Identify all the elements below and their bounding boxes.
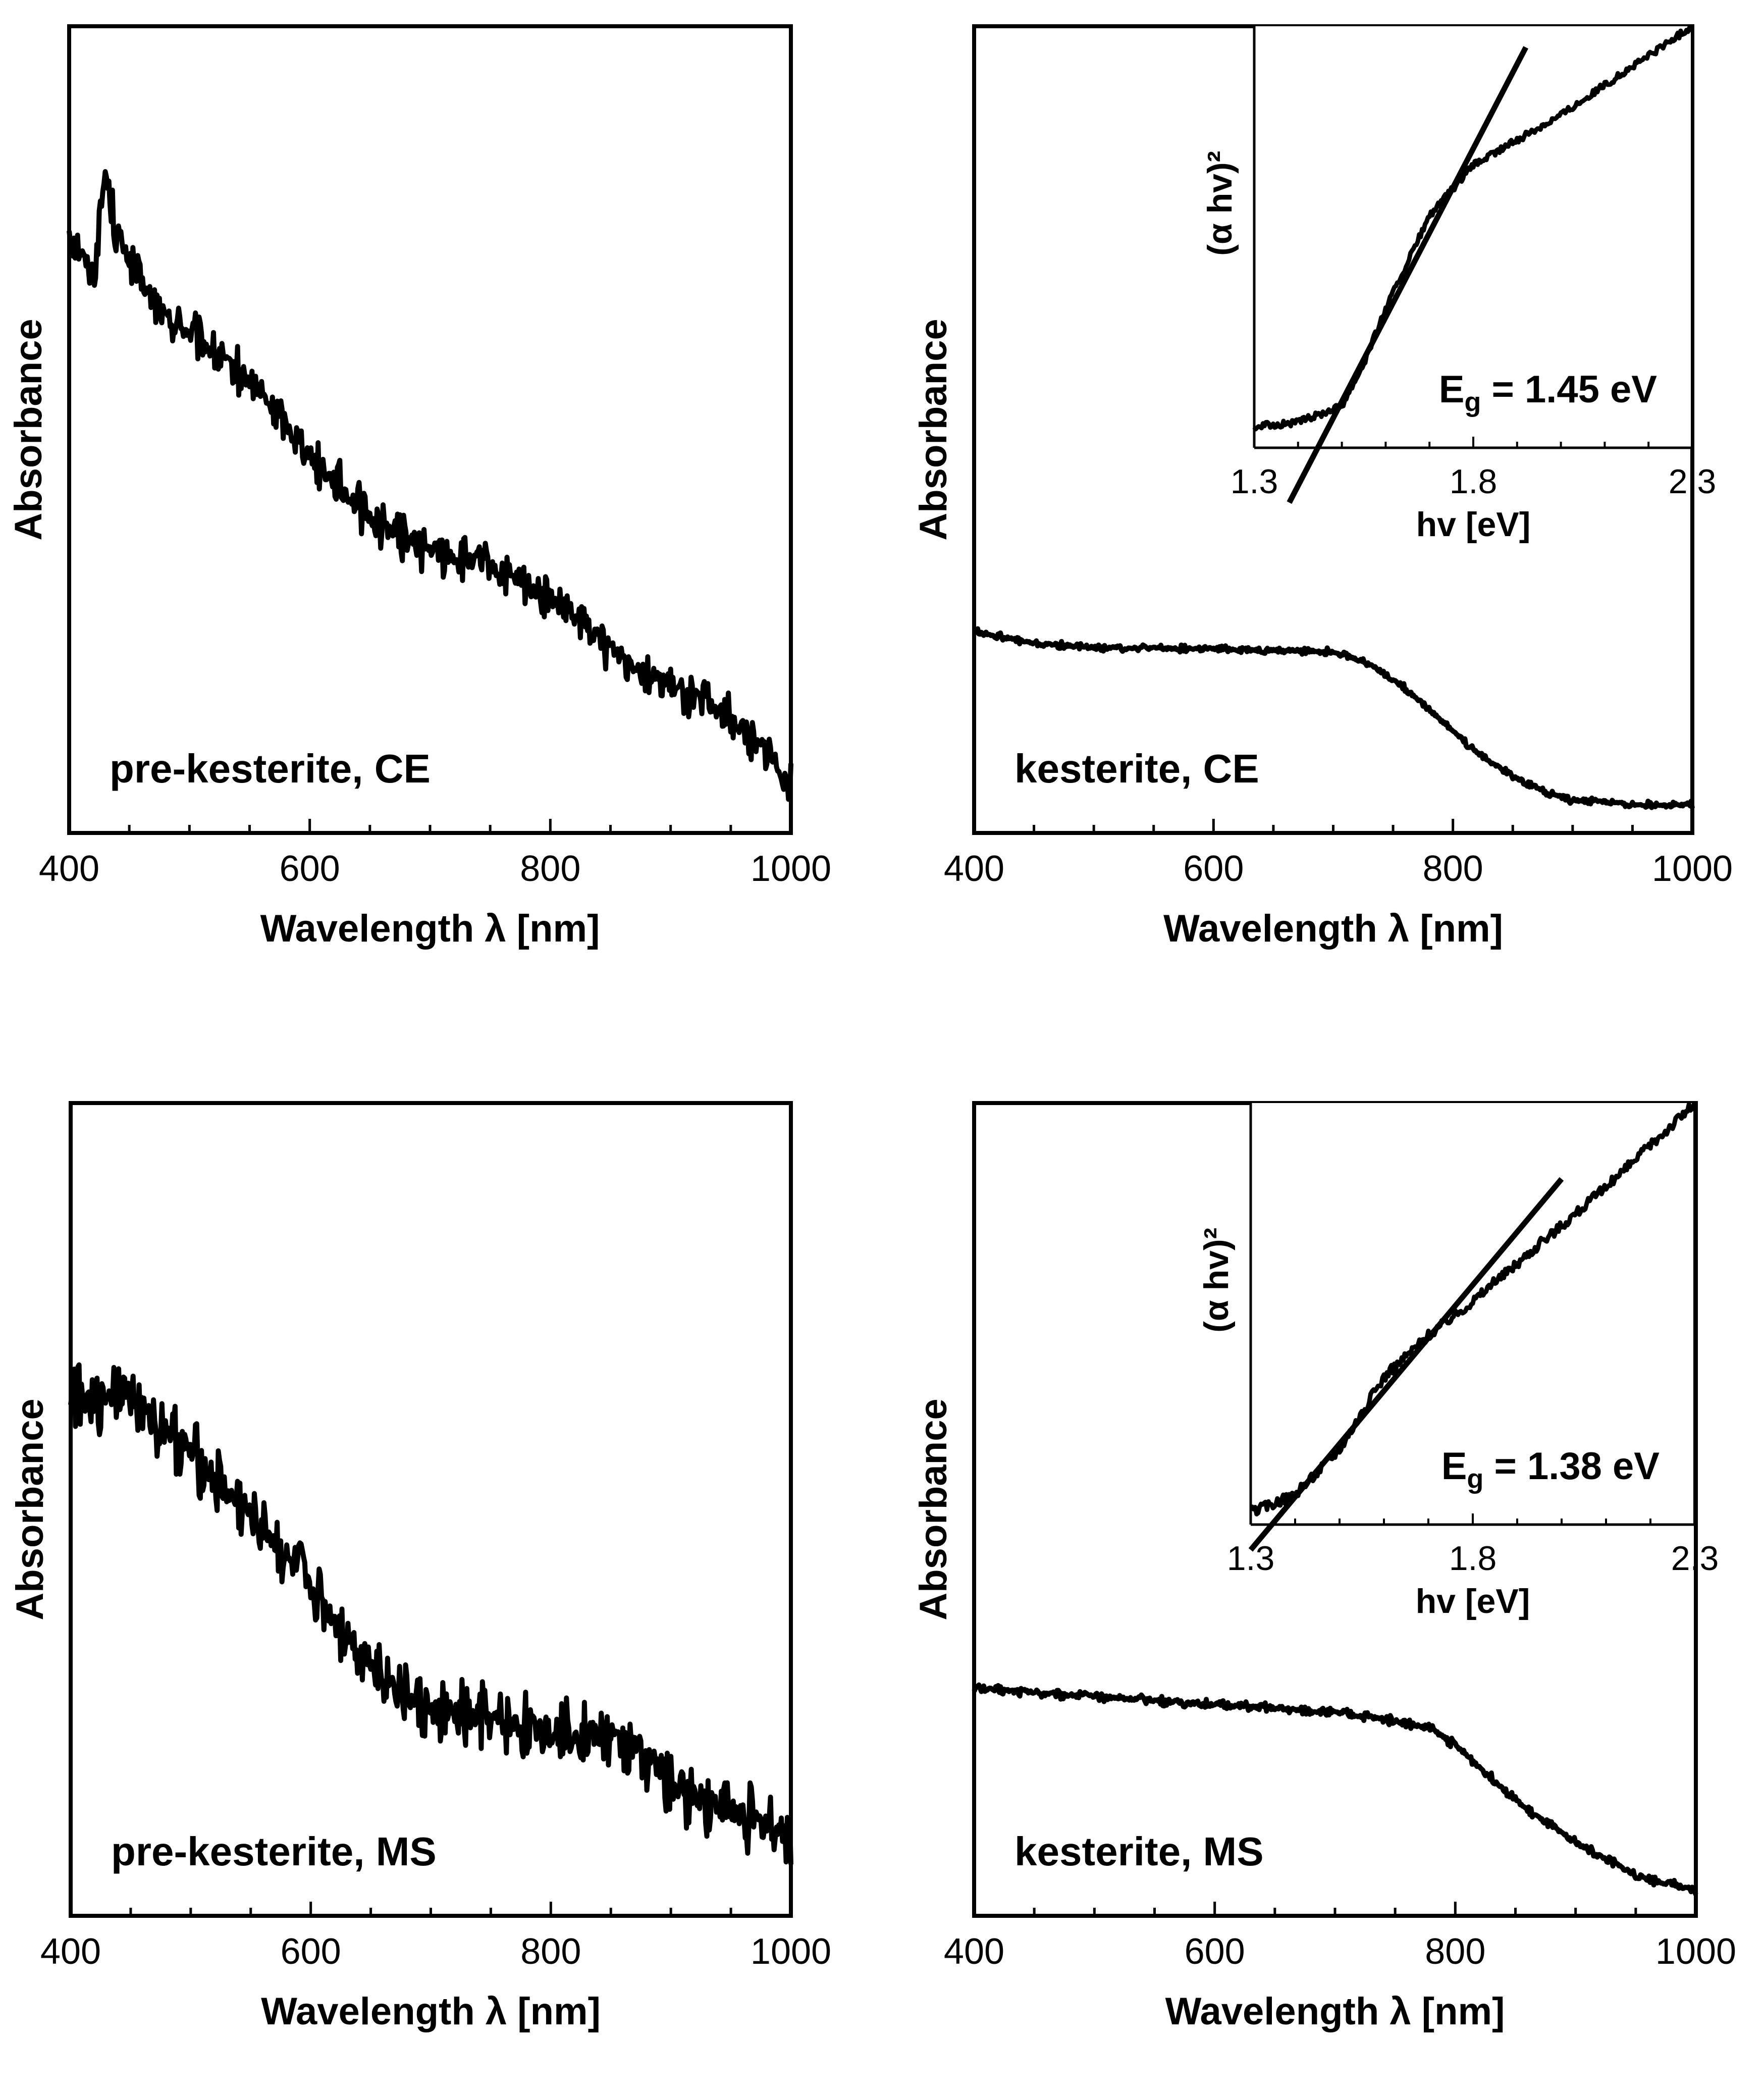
panel-1: 400 600 800 1000 Wavelength λ [nm] Absorbance… — [7, 24, 831, 950]
inset-x-axis-label: hv [eV] — [1416, 1582, 1530, 1620]
band-gap-value: = 1.38 eV — [1483, 1445, 1660, 1488]
x-tick-label: 400 — [944, 1931, 1004, 1972]
series-line — [973, 626, 1695, 810]
x-tick-label: 1000 — [1652, 849, 1733, 889]
x-tick-label: 1000 — [751, 849, 831, 889]
x-tick-label: 600 — [281, 1931, 341, 1972]
inset-x-tick-label: 2.3 — [1671, 1539, 1719, 1578]
x-tick-label: 800 — [1425, 1931, 1485, 1972]
series-line — [68, 1362, 793, 1865]
x-axis-label: Wavelength λ [nm] — [1165, 1990, 1505, 2033]
inset-plot: 1.3 1.8 2.3 hv [eV] (α hv)² Eg = 1.38 eV — [1197, 1101, 1719, 1620]
panel-label: kesterite, CE — [1014, 746, 1259, 791]
inset-linear-fit — [1287, 46, 1529, 504]
panel-label: kesterite, MS — [1014, 1829, 1264, 1874]
band-gap-subscript: g — [1464, 387, 1481, 417]
inset-x-tick-label: 2.3 — [1669, 462, 1717, 501]
band-gap-symbol: E — [1441, 1445, 1467, 1488]
series-line — [67, 169, 793, 802]
x-tick-label: 600 — [1185, 1931, 1245, 1972]
x-axis-label: Wavelength λ [nm] — [1163, 907, 1503, 950]
x-axis-label: Wavelength λ [nm] — [260, 907, 600, 950]
panel-label: pre-kesterite, MS — [111, 1829, 437, 1874]
x-tick-label: 800 — [1423, 849, 1483, 889]
inset-plot: 1.3 1.8 2.3 hv [eV] (α hv)² Eg = 1.45 eV — [1201, 25, 1717, 544]
band-gap-label: Eg = 1.45 eV — [1439, 368, 1658, 417]
inset-background — [1254, 26, 1692, 448]
panel-label: pre-kesterite, CE — [110, 746, 431, 791]
inset-y-axis-label: (α hv)² — [1197, 1228, 1236, 1333]
y-axis-label: Absorbance — [912, 1398, 955, 1620]
x-tick-label: 600 — [280, 849, 340, 889]
x-tick-label: 600 — [1183, 849, 1244, 889]
y-axis-label: Absorbance — [9, 1398, 51, 1620]
x-tick-label: 800 — [520, 849, 580, 889]
panel-2: 400 600 800 1000 Wavelength λ [nm] Absorbance… — [912, 24, 1733, 950]
y-axis-label: Absorbance — [912, 319, 955, 540]
x-tick-label: 400 — [39, 849, 99, 889]
x-tick-label: 1000 — [751, 1931, 831, 1972]
inset-x-tick-label: 1.8 — [1449, 1539, 1497, 1578]
inset-linear-fit — [1248, 1177, 1564, 1552]
band-gap-value: = 1.45 eV — [1481, 368, 1657, 411]
x-tick-label: 400 — [40, 1931, 101, 1972]
band-gap-label: Eg = 1.38 eV — [1441, 1445, 1660, 1494]
panel-3: 400 600 800 1000 Wavelength λ [nm] Absorbance… — [9, 1101, 831, 2033]
band-gap-subscript: g — [1467, 1464, 1483, 1494]
band-gap-symbol: E — [1439, 368, 1465, 411]
inset-x-axis-label: hv [eV] — [1416, 505, 1531, 544]
inset-x-tick-label: 1.3 — [1231, 462, 1278, 501]
inset-x-tick-label: 1.3 — [1227, 1539, 1275, 1578]
inset-x-tick-label: 1.8 — [1450, 462, 1498, 501]
panel-4: 400 600 800 1000 Wavelength λ [nm] Absorbance… — [912, 1101, 1736, 2033]
series-line — [972, 1682, 1698, 1896]
x-axis-label: Wavelength λ [nm] — [261, 1990, 601, 2033]
inset-y-axis-label: (α hv)² — [1201, 151, 1239, 256]
x-tick-label: 800 — [520, 1931, 581, 1972]
y-axis-label: Absorbance — [7, 319, 50, 540]
inset-tauc-curve — [1252, 25, 1694, 432]
x-tick-label: 1000 — [1655, 1931, 1736, 1972]
x-tick-label: 400 — [944, 849, 1004, 889]
